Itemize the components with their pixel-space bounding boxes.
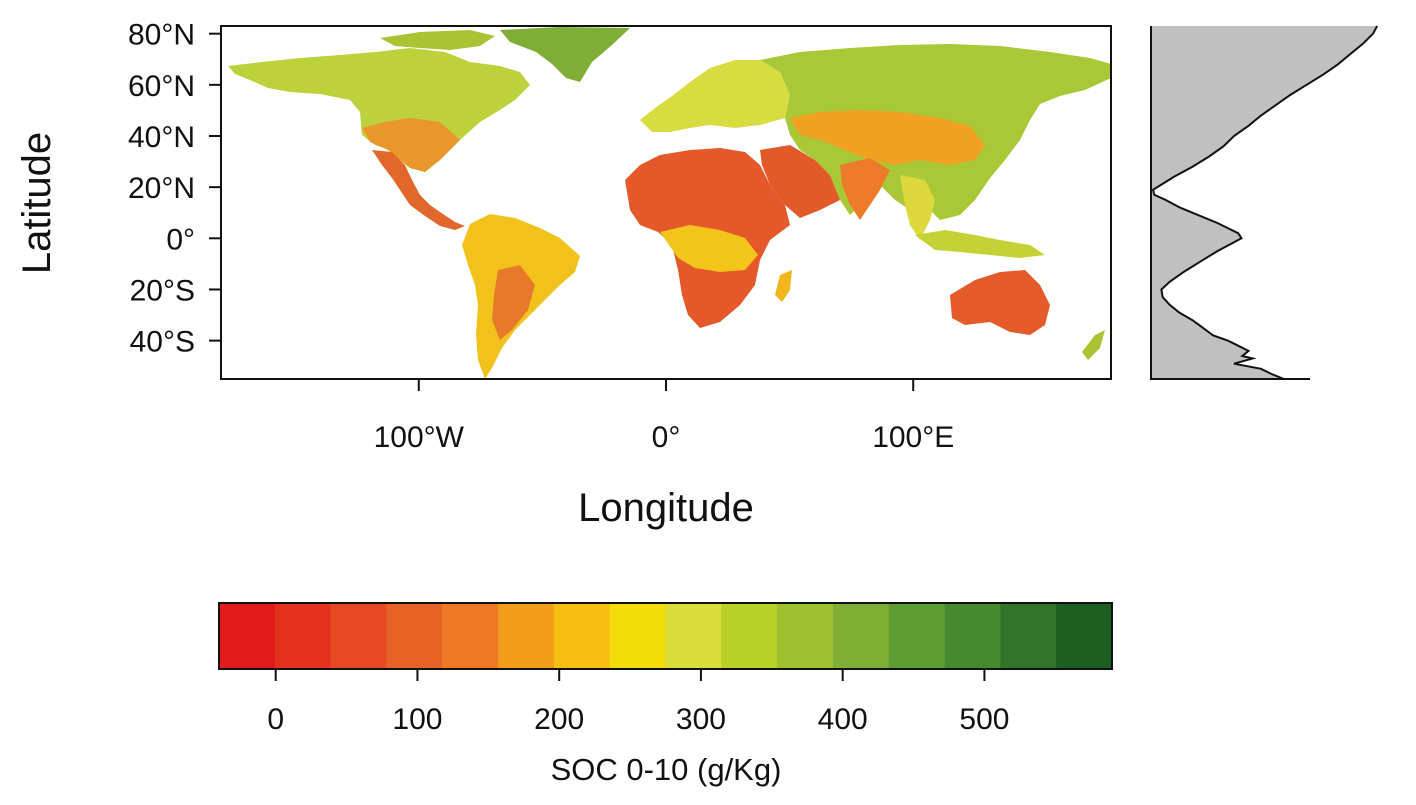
- arctic-islands: [380, 30, 495, 50]
- legend-colour-cell: [665, 603, 722, 669]
- legend-colour-cell: [1056, 603, 1113, 669]
- soc-profile-area: [1151, 26, 1378, 379]
- lon-tick-label: 0°: [652, 421, 681, 454]
- legend-colour-cell: [330, 603, 388, 669]
- southeast-asia: [900, 175, 935, 240]
- legend-tick-label: 300: [676, 703, 726, 736]
- lat-tick-label: 20°S: [130, 274, 195, 307]
- legend-bar-frame: [218, 602, 1113, 670]
- profile-axis-frame: [1150, 26, 1310, 380]
- legend-colour-bar: [219, 603, 1113, 669]
- legend-title: SOC 0-10 (g/Kg): [551, 752, 782, 787]
- legend-colour-cell: [721, 603, 778, 669]
- legend-colour-cell: [553, 603, 611, 669]
- colour-legend: 0 100 200 300 400 500 SOC 0-10 (g/Kg): [218, 602, 1113, 787]
- continents: [228, 27, 1111, 379]
- lat-tick-label: 40°S: [130, 326, 195, 359]
- map-axes: 80°N 60°N 40°N 20°N 0° 20°S 40°S 100°W 0° 100°E: [128, 19, 954, 454]
- lat-tick-label: 0°: [166, 223, 195, 256]
- south-america-dry: [492, 265, 535, 340]
- legend-colour-cell: [442, 603, 499, 669]
- legend-colour-cell: [274, 603, 332, 669]
- legend-tick-label: 400: [818, 703, 868, 736]
- soc-profile-line: [1151, 25, 1379, 380]
- lat-tick-label: 80°N: [128, 19, 195, 52]
- lon-tick-label: 100°W: [374, 421, 465, 454]
- legend-colour-cell: [386, 603, 443, 669]
- legend-tick-label: 100: [392, 703, 442, 736]
- madagascar: [775, 270, 792, 302]
- latitude-profile-panel: [1150, 25, 1379, 380]
- lat-tick-label: 20°N: [128, 172, 195, 205]
- legend-colour-cell: [777, 603, 834, 669]
- arabia-landmass: [760, 145, 840, 218]
- central-asia-dry: [790, 110, 985, 165]
- europe-landmass: [640, 60, 790, 132]
- australia-landmass: [950, 270, 1050, 335]
- legend-tick-label: 500: [959, 703, 1009, 736]
- lon-tick-label: 100°E: [872, 421, 954, 454]
- mexico: [372, 150, 465, 230]
- legend-colour-cell: [944, 603, 1001, 669]
- new-zealand: [1082, 330, 1105, 360]
- map-panel: 80°N 60°N 40°N 20°N 0° 20°S 40°S 100°W 0° 100°E L…: [15, 19, 1112, 530]
- y-axis-title: Latitude: [15, 132, 59, 274]
- x-axis-title: Longitude: [578, 486, 754, 530]
- north-america-south: [362, 118, 460, 172]
- legend-tick-label: 200: [534, 703, 584, 736]
- central-africa-wet: [660, 225, 758, 272]
- legend-colour-cell: [498, 603, 555, 669]
- legend-colour-cell: [888, 603, 946, 669]
- legend-colour-cell: [219, 603, 276, 669]
- legend-tick-label: 0: [267, 703, 284, 736]
- legend-colour-cell: [609, 603, 667, 669]
- legend-colour-cell: [832, 603, 890, 669]
- lat-tick-label: 60°N: [128, 70, 195, 103]
- greenland-landmass: [500, 27, 630, 82]
- legend-colour-cell: [1000, 603, 1057, 669]
- india-landmass: [840, 158, 890, 220]
- lat-tick-label: 40°N: [128, 121, 195, 154]
- indonesia-islands: [915, 230, 1045, 258]
- legend-ticks: 0 100 200 300 400 500: [267, 669, 1009, 736]
